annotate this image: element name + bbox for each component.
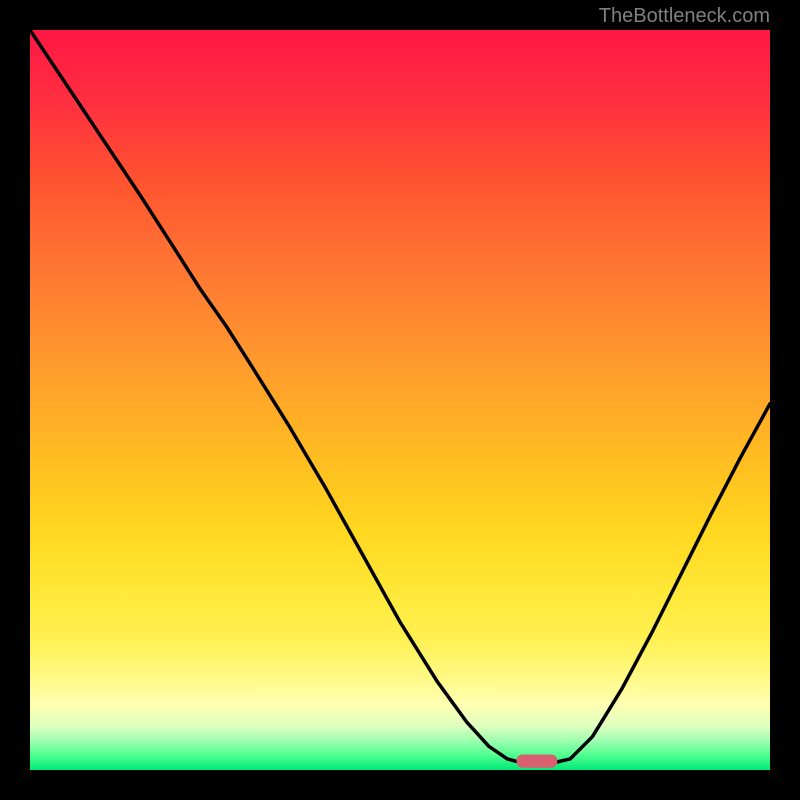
bottleneck-chart bbox=[30, 30, 770, 770]
chart-background bbox=[30, 30, 770, 770]
watermark-text: TheBottleneck.com bbox=[599, 5, 770, 28]
chart-svg bbox=[30, 30, 770, 770]
optimal-marker bbox=[517, 754, 558, 767]
